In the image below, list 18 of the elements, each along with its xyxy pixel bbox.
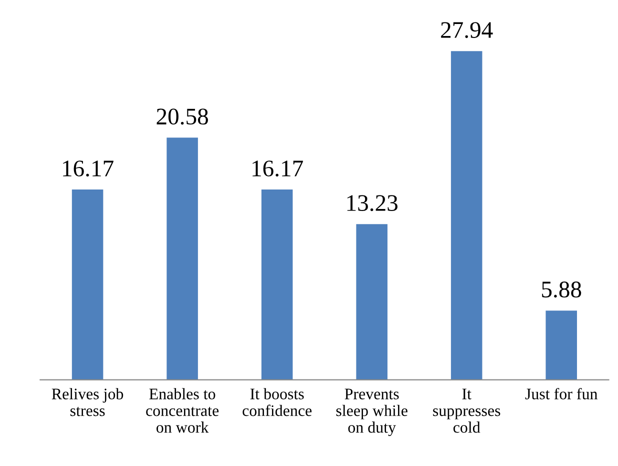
data-label: 27.94	[441, 22, 493, 38]
bar	[356, 224, 388, 380]
x-tick-label: It boosts confidence	[242, 388, 312, 416]
bar	[166, 138, 198, 380]
data-label: 20.58	[156, 108, 208, 125]
bar	[72, 190, 104, 380]
x-tick-label: It suppresses cold	[433, 388, 500, 433]
data-label: 16.17	[63, 160, 114, 177]
x-tick-label: Prevents sleep while on duty	[336, 388, 408, 436]
bar	[261, 190, 293, 380]
bar	[546, 310, 577, 380]
x-tick-label: Just for fun	[525, 388, 598, 400]
x-tick-label: Relives job stress	[52, 388, 124, 416]
bar	[450, 51, 482, 380]
data-label: 16.17	[252, 160, 303, 177]
x-tick-label: Enables to concentrate on work	[146, 388, 219, 433]
data-label: 13.23	[347, 195, 398, 212]
data-label: 5.88	[542, 282, 582, 298]
